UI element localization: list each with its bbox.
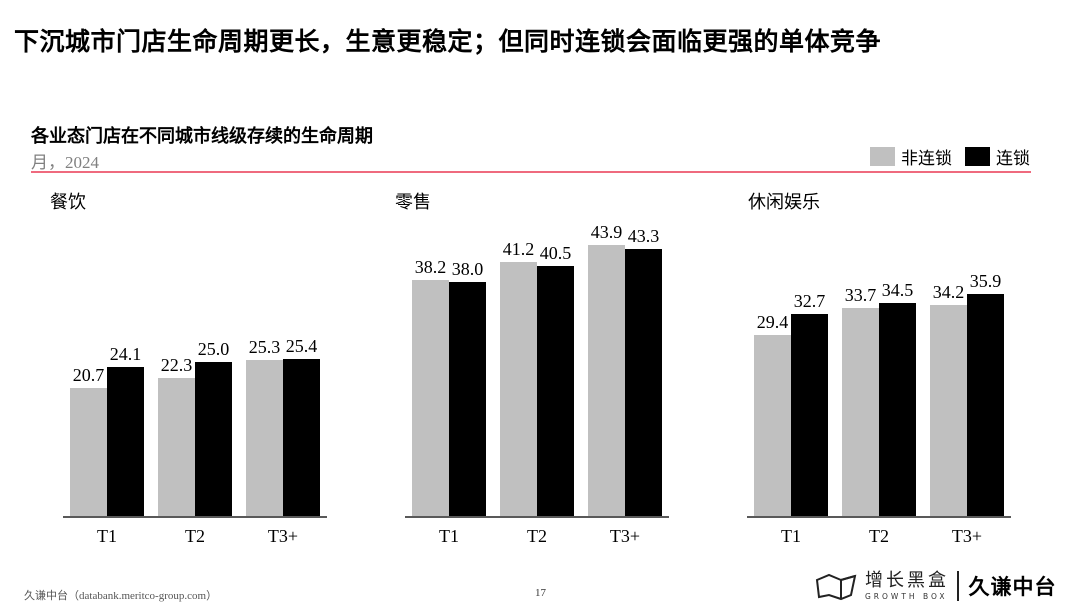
x-axis-line [63, 516, 327, 518]
legend-label-non-chain: 非连锁 [901, 149, 952, 169]
x-tick-label: T1 [439, 526, 459, 546]
chart-panel-leisure: 休闲娱乐 29.4 32.7 T1 33.7 34.5 T2 34.2 35.9 T3+ [0, 180, 1011, 550]
panel-title: 休闲娱乐 [748, 192, 820, 213]
bar-chain [967, 294, 1004, 516]
page-number: 17 [535, 587, 546, 599]
data-label: 38.2 [414, 257, 447, 278]
x-tick-label: T3+ [609, 526, 641, 546]
x-axis-line [747, 516, 1011, 518]
plot-area: 20.7 24.1 T1 22.3 25.0 T2 25.3 25.4 T3+ [0, 180, 327, 550]
panel-title: 餐饮 [50, 192, 86, 213]
chart-panel-dining: 餐饮 20.7 24.1 T1 22.3 25.0 T2 25.3 25.4 T3+ [0, 180, 327, 550]
bar-non-chain [158, 378, 195, 516]
data-label: 40.5 [539, 243, 572, 264]
legend-swatch-non-chain [870, 147, 895, 166]
data-label: 25.3 [248, 336, 281, 357]
plot-area: 38.2 38.0 T1 41.2 40.5 T2 43.9 43.3 T3+ [0, 180, 669, 550]
brand-name-cn: 增长黑盒 [865, 569, 949, 591]
legend: 非连锁 连锁 [857, 144, 1030, 169]
data-label: 22.3 [160, 355, 193, 376]
bar-non-chain [246, 359, 283, 516]
data-label: 32.7 [793, 291, 826, 312]
data-label: 20.7 [72, 365, 105, 386]
bar-chain [879, 303, 916, 516]
x-tick-label: T2 [527, 526, 547, 546]
title-divider [31, 171, 1031, 173]
growth-box-logo-icon [815, 573, 857, 601]
x-axis-line [405, 516, 669, 518]
legend-item-chain: 连锁 [965, 144, 1030, 169]
source-note: 久谦中台（databank.meritco-group.com） [24, 590, 218, 602]
bar-non-chain [500, 261, 537, 516]
bar-non-chain [930, 304, 967, 516]
brand-divider [957, 571, 959, 601]
data-label: 41.2 [502, 238, 535, 259]
data-label: 43.3 [627, 225, 660, 246]
data-label: 24.1 [109, 344, 142, 365]
legend-item-non-chain: 非连锁 [870, 144, 952, 169]
chart-panel-retail: 零售 38.2 38.0 T1 41.2 40.5 T2 43.9 43.3 T3+ [0, 180, 669, 550]
data-label: 34.5 [881, 280, 914, 301]
partner-name: 久谦中台 [968, 575, 1057, 599]
data-label: 35.9 [969, 271, 1002, 292]
data-label: 33.7 [844, 285, 877, 306]
bar-chain [791, 314, 828, 516]
legend-swatch-chain [965, 147, 990, 166]
x-tick-label: T1 [97, 526, 117, 546]
bar-non-chain [754, 334, 791, 516]
bar-chain [195, 361, 232, 516]
chart-subtitle: 月，2024 [31, 153, 99, 172]
bar-non-chain [588, 245, 625, 516]
legend-label-chain: 连锁 [996, 149, 1030, 169]
data-label: 34.2 [932, 281, 965, 302]
brand-name-en: GROWTH BOX [865, 591, 948, 601]
x-tick-label: T2 [185, 526, 205, 546]
bar-chain [537, 266, 574, 516]
x-tick-label: T3+ [951, 526, 983, 546]
x-tick-label: T3+ [267, 526, 299, 546]
data-label: 43.9 [590, 222, 623, 243]
bar-non-chain [70, 388, 107, 516]
data-label: 25.0 [197, 338, 230, 359]
panel-title: 零售 [395, 192, 431, 213]
x-tick-label: T1 [781, 526, 801, 546]
bar-chain [625, 248, 662, 516]
brand-footer: 增长黑盒 GROWTH BOX 久谦中台 [815, 568, 1057, 604]
slide-headline: 下沉城市门店生命周期更长，生意更稳定；但同时连锁会面临更强的单体竞争 [14, 27, 882, 56]
chart-title: 各业态门店在不同城市线级存续的生命周期 [31, 126, 373, 147]
x-tick-label: T2 [869, 526, 889, 546]
data-label: 25.4 [285, 336, 318, 357]
bar-chain [283, 359, 320, 516]
data-label: 38.0 [451, 258, 484, 279]
bar-chain [107, 367, 144, 516]
data-label: 29.4 [756, 311, 789, 332]
bar-chain [449, 281, 486, 516]
plot-area: 29.4 32.7 T1 33.7 34.5 T2 34.2 35.9 T3+ [0, 180, 1011, 550]
bar-non-chain [412, 280, 449, 516]
bar-non-chain [842, 308, 879, 516]
